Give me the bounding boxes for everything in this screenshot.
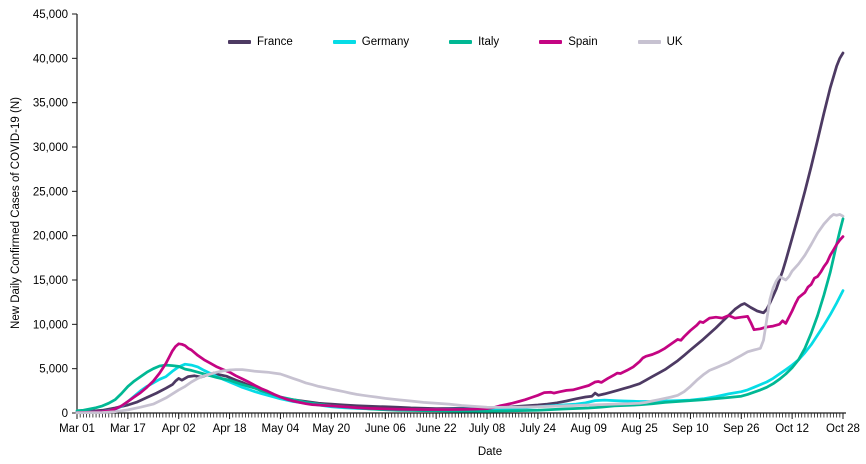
x-tick-label: May 20 [312, 423, 350, 435]
legend-swatch-uk [637, 40, 661, 44]
y-tick-label: 30,000 [33, 142, 68, 154]
x-minor-ticks [76, 413, 844, 418]
x-axis-ticks: Mar 01 Mar 17 Apr 02 Apr 18 May 04 May 20 June… [59, 413, 860, 435]
x-tick-label: Mar 17 [110, 423, 146, 435]
x-tick-label: Mar 01 [59, 423, 95, 435]
legend-label: Germany [361, 36, 410, 48]
x-tick-label: Oct 12 [775, 423, 809, 435]
legend: France Germany Italy Spain UK [228, 36, 683, 48]
legend-item-spain: Spain [539, 36, 598, 48]
x-tick-label: Oct 28 [826, 423, 860, 435]
x-axis-title: Date [477, 446, 503, 458]
series-line-france [75, 51, 845, 414]
y-axis-ticks: 0 5,000 10,000 15,000 20,000 25,000 30,000 35,0… [33, 9, 77, 420]
y-tick-label: 10,000 [33, 319, 68, 331]
legend-label: France [257, 36, 293, 48]
legend-swatch-germany [332, 40, 356, 44]
y-tick-label: 45,000 [33, 9, 68, 21]
legend-item-france: France [228, 36, 293, 48]
y-tick-label: 15,000 [33, 275, 68, 287]
x-tick-label: Sep 10 [672, 423, 708, 435]
x-tick-label: Apr 02 [162, 423, 196, 435]
y-tick-label: 5,000 [39, 364, 68, 376]
legend-item-italy: Italy [449, 36, 499, 48]
y-tick-label: 40,000 [33, 53, 68, 65]
x-tick-label: July 08 [469, 423, 505, 435]
x-tick-label: Aug 25 [621, 423, 657, 435]
x-tick-label: July 24 [520, 423, 557, 435]
series-line-spain [75, 235, 845, 414]
legend-label: Italy [478, 36, 500, 48]
y-tick-label: 0 [62, 408, 68, 420]
x-tick-label: Aug 09 [570, 423, 606, 435]
x-tick-label: June 06 [365, 423, 406, 435]
series-line-uk [75, 213, 845, 415]
legend-label: Spain [568, 36, 598, 48]
y-tick-label: 25,000 [33, 186, 68, 198]
y-tick-label: 35,000 [33, 98, 68, 110]
legend-swatch-spain [539, 40, 563, 44]
y-tick-label: 20,000 [33, 231, 68, 243]
x-tick-label: Sep 26 [723, 423, 759, 435]
x-tick-label: Apr 18 [213, 423, 247, 435]
legend-item-germany: Germany [332, 36, 410, 48]
legend-swatch-france [228, 40, 251, 44]
x-tick-label: June 22 [416, 423, 457, 435]
legend-label: UK [666, 36, 683, 48]
legend-swatch-italy [449, 40, 473, 44]
y-axis-title: New Daily Confirmed Cases of COVID-19 (N… [10, 97, 22, 329]
x-tick-label: May 04 [262, 423, 300, 435]
legend-item-uk: UK [637, 36, 683, 48]
